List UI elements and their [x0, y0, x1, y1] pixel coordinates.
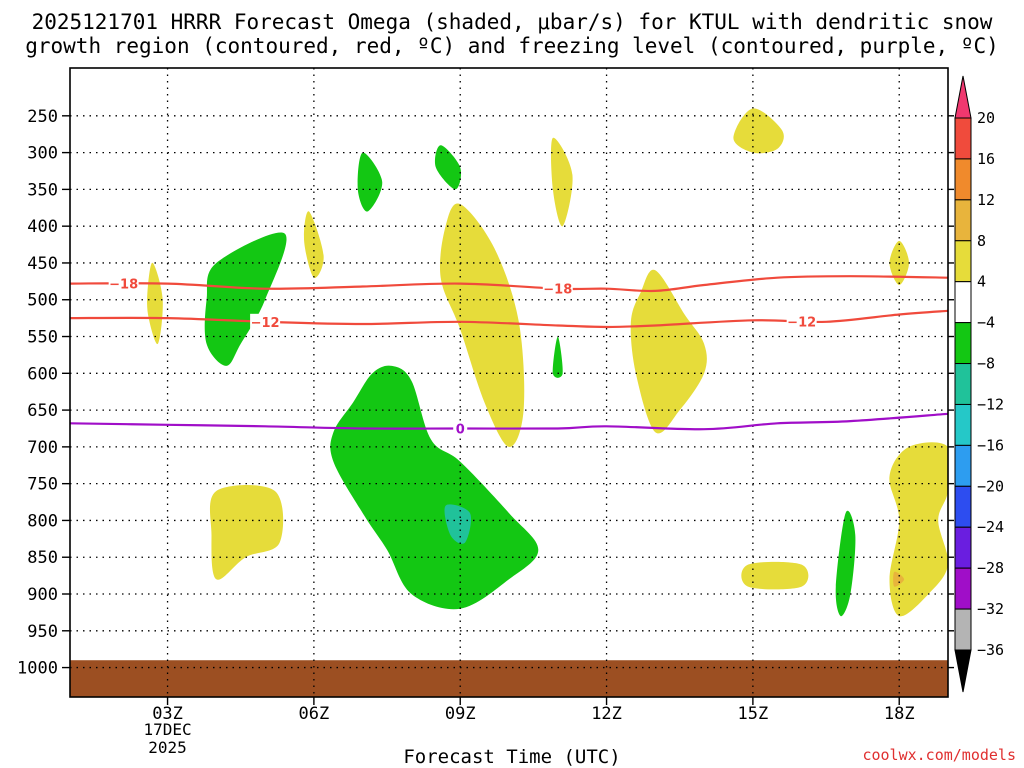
omega-region-13 [552, 336, 563, 378]
omega-region-4 [630, 269, 707, 434]
date-sublabel: 17DEC 2025 [128, 721, 208, 757]
omega-region-12 [434, 145, 462, 190]
x-axis-label: Forecast Time (UTC) [403, 746, 621, 768]
colorbar-bin-5 [954, 322, 972, 365]
colorbar-label-1: 16 [977, 150, 995, 168]
omega-region-15 [835, 510, 856, 617]
colorbar-label-8: −16 [977, 436, 1004, 454]
contour-label--18-1: −18 [543, 283, 572, 298]
contour-label-bg--12-0 [250, 313, 281, 330]
colorbar: 20 16 12 8 4 −4 −8 −12 −16 −20 −24 −28 −32 −36 [954, 75, 1004, 693]
colorbar-label-12: −32 [977, 600, 1004, 618]
omega-region-11 [357, 152, 383, 212]
omega-region-8 [741, 561, 809, 590]
y-tick-label-800: 800 [27, 511, 58, 531]
date-year-label: 2025 [148, 738, 187, 757]
omega-region-17 [893, 571, 905, 587]
colorbar-bin-4 [954, 281, 972, 324]
colorbar-label-10: −24 [977, 518, 1004, 536]
colorbar-bin-0 [954, 117, 972, 160]
credit-text: coolwx.com/models [862, 746, 1016, 764]
y-tick-label-350: 350 [27, 180, 58, 200]
colorbar-bin-3 [954, 240, 972, 283]
y-tick-label-950: 950 [27, 622, 58, 642]
chart-title-line-1: 2025121701 HRRR Forecast Omega (shaded, … [31, 10, 993, 34]
colorbar-label-7: −12 [977, 395, 1004, 413]
omega-region-5 [733, 108, 784, 154]
chart-title-line-2: growth region (contoured, red, ºC) and f… [25, 34, 999, 58]
contour-line--12 [70, 309, 948, 329]
colorbar-bin-6 [954, 363, 972, 405]
y-tick-label-650: 650 [27, 401, 58, 421]
colorbar-bin-7 [954, 403, 972, 446]
plot-frame [69, 67, 949, 698]
colorbar-bin-9 [954, 485, 972, 528]
y-tick-label-900: 900 [27, 585, 58, 605]
contour-label--12-0: −12 [251, 316, 280, 331]
omega-region-16 [444, 504, 472, 544]
colorbar-bin-12 [954, 608, 972, 651]
colorbar-bin-11 [954, 567, 972, 610]
contour-label-0-0: 0 [456, 422, 465, 437]
colorbar-bin-8 [954, 444, 972, 487]
y-tick-label-700: 700 [27, 438, 58, 458]
contour-label-bg-0-0 [453, 420, 468, 437]
x-tick-label-03Z: 03Z [152, 704, 183, 724]
contour-label-bg--12-1 [786, 313, 817, 330]
omega-region-3 [551, 137, 573, 227]
surface-ground-fill [70, 660, 948, 697]
y-tick-label-850: 850 [27, 548, 58, 568]
omega-region-0 [147, 262, 163, 345]
y-tick-label-400: 400 [27, 217, 58, 237]
omega-region-6 [889, 240, 909, 285]
colorbar-label-3: 8 [977, 232, 986, 250]
colorbar-label-11: −28 [977, 559, 1004, 577]
omega-region-2 [439, 203, 525, 447]
y-tick-label-250: 250 [27, 107, 58, 127]
omega-region-14 [330, 365, 539, 610]
colorbar-bottom-arrow [954, 649, 972, 693]
x-tick-label-06Z: 06Z [299, 704, 330, 724]
colorbar-label-4: 4 [977, 273, 986, 291]
colorbar-bin-2 [954, 199, 972, 242]
y-tick-label-300: 300 [27, 144, 58, 164]
colorbar-label-0: 20 [977, 109, 995, 127]
colorbar-label-6: −8 [977, 355, 995, 373]
x-tick-label-12Z: 12Z [591, 704, 622, 724]
plot-area: −18 −18 −12 −12 0 [70, 68, 948, 697]
y-tick-label-500: 500 [27, 291, 58, 311]
y-tick-label-450: 450 [27, 254, 58, 274]
contour-label--12-1: −12 [787, 315, 816, 330]
x-tick-label-15Z: 15Z [738, 704, 769, 724]
y-tick-label-600: 600 [27, 364, 58, 384]
colorbar-label-5: −4 [977, 314, 995, 332]
contour-label-bg--18-1 [542, 280, 573, 297]
colorbar-top-arrow [954, 75, 972, 119]
colorbar-label-13: −36 [977, 641, 1004, 659]
y-tick-label-750: 750 [27, 475, 58, 495]
colorbar-bin-1 [954, 158, 972, 201]
y-tick-label-1000: 1000 [17, 659, 58, 679]
x-tick-label-18Z: 18Z [884, 704, 915, 724]
colorbar-bin-10 [954, 526, 972, 569]
omega-region-7 [209, 485, 284, 580]
colorbar-label-2: 12 [977, 191, 995, 209]
axes: 250 300 350 400 450 500 550 600 650 700 750 800 850 9… [17, 67, 954, 724]
y-tick-label-550: 550 [27, 328, 58, 348]
omega-region-9 [889, 442, 948, 617]
colorbar-label-9: −20 [977, 477, 1004, 495]
date-day-label: 17DEC [143, 720, 192, 739]
contour-label--18-0: −18 [109, 278, 138, 293]
x-tick-label-09Z: 09Z [445, 704, 476, 724]
contour-label-bg--18-0 [108, 275, 139, 292]
contour-line-0 [70, 412, 948, 431]
